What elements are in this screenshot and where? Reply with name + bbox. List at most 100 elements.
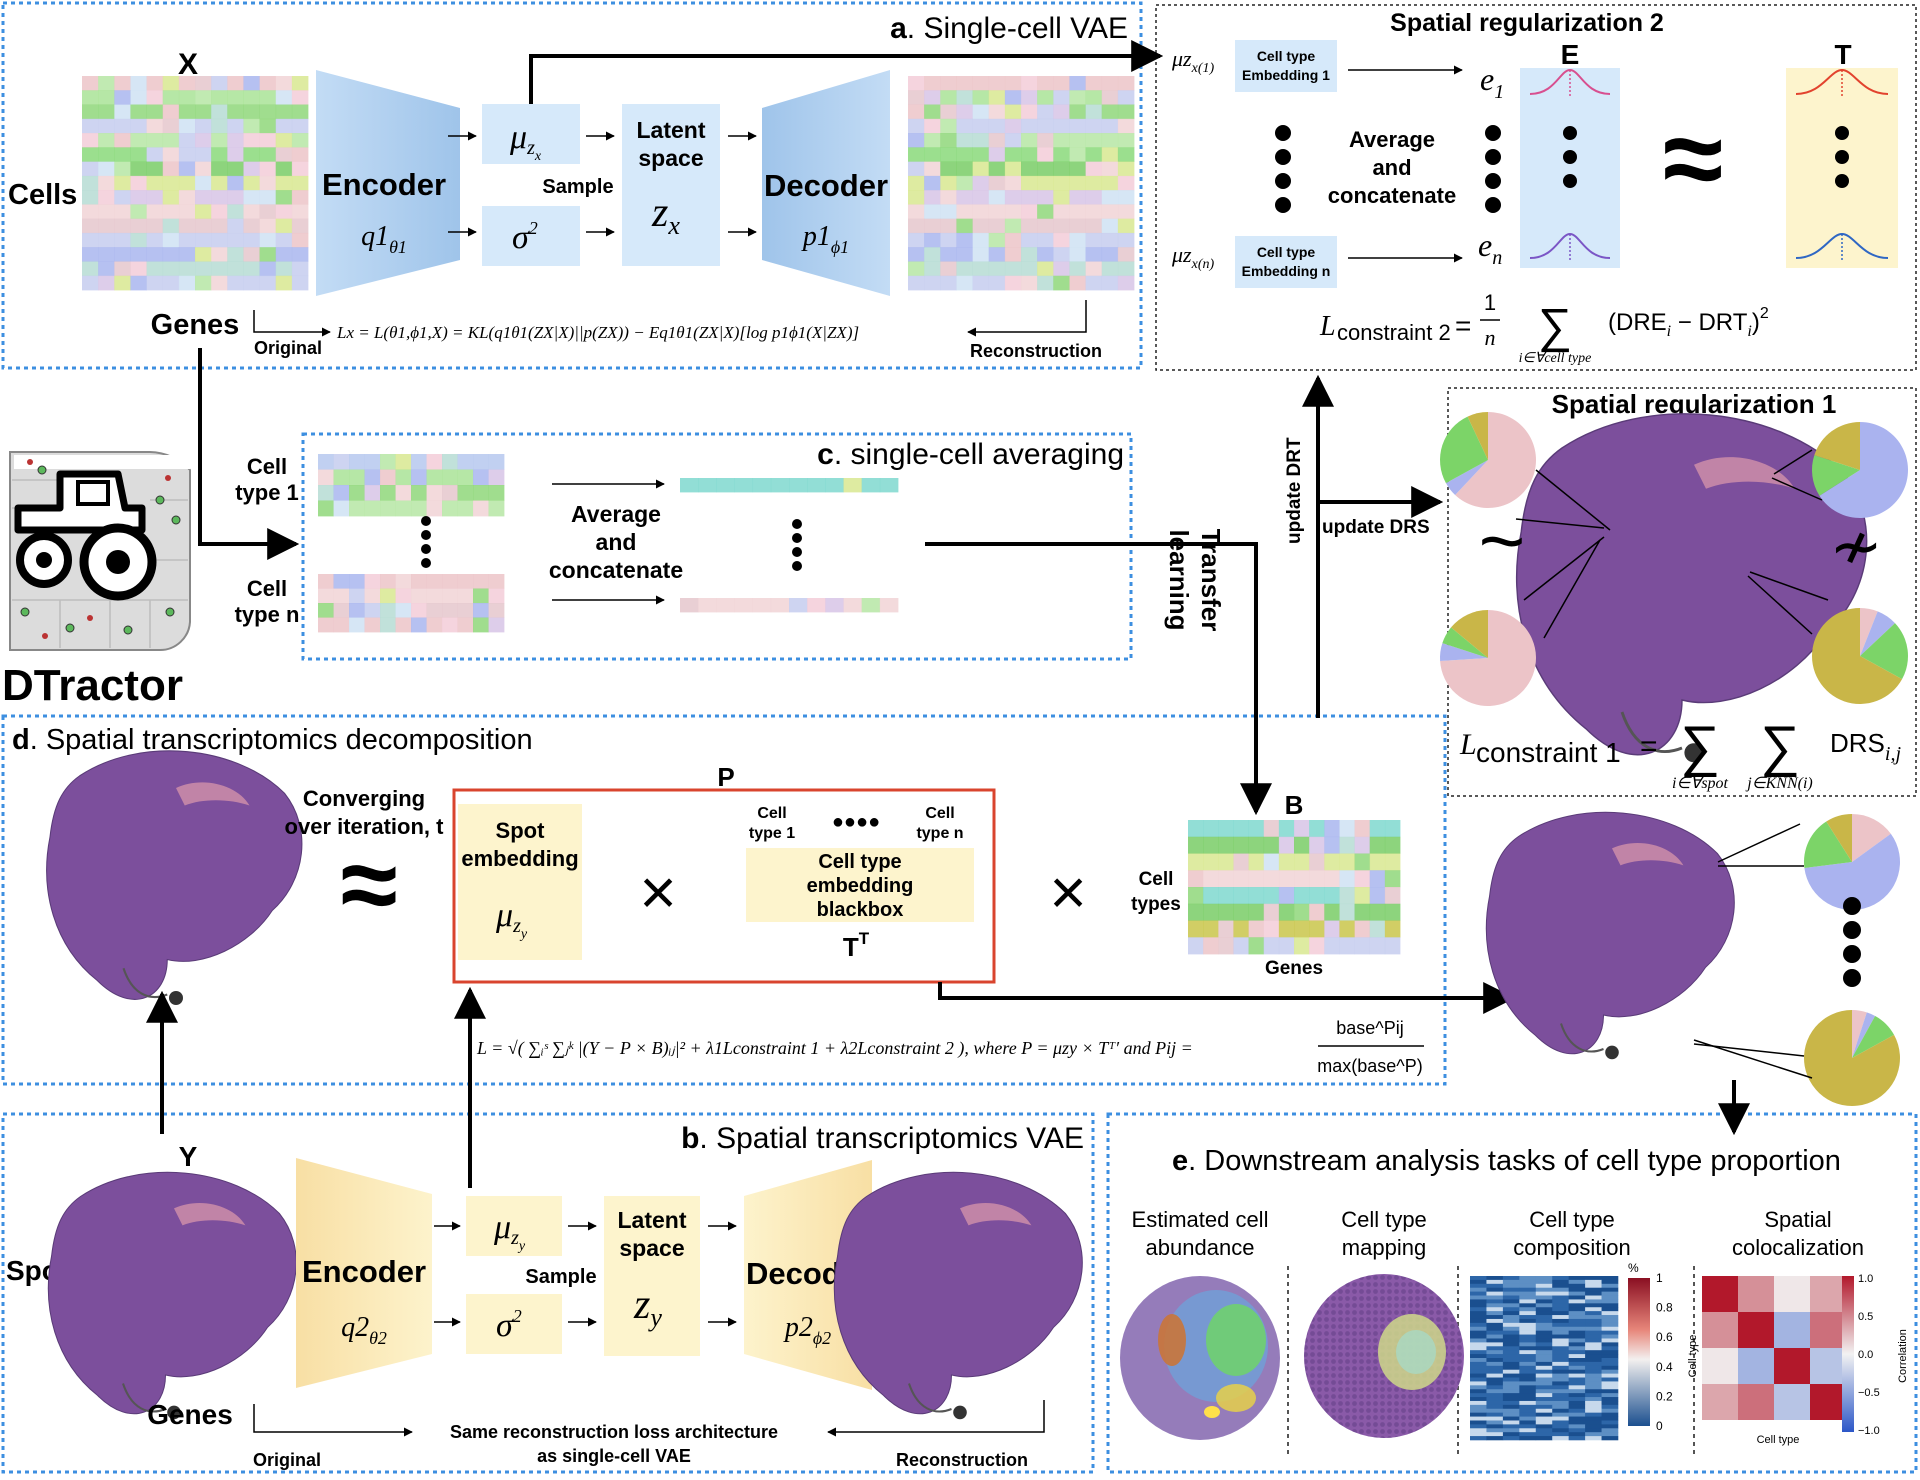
coloc-cell	[1738, 1312, 1774, 1348]
task3-l2: composition	[1513, 1235, 1630, 1260]
composition-tick: 1	[1656, 1271, 1663, 1285]
svg-text:L: L	[1319, 311, 1336, 342]
coloc-cell	[1738, 1384, 1774, 1420]
converging-l2: over iteration, t	[285, 814, 445, 839]
sigma-b: σ2	[496, 1306, 522, 1344]
colocalization-ticks: 1.0 0.5 0.0 −0.5 −1.0	[1858, 1273, 1880, 1437]
decoder-a	[762, 70, 890, 296]
original-arrow-a	[253, 310, 331, 337]
mu-a: μzx	[509, 119, 542, 164]
sr2-mun: μzx(n)	[1171, 242, 1214, 272]
task3-l1: Cell type	[1529, 1207, 1615, 1232]
c-vdots-left	[421, 516, 431, 568]
converging-l1: Converging	[303, 786, 425, 811]
composition-tick: 0	[1656, 1419, 1663, 1433]
svg-text:i∈∀cell type: i∈∀cell type	[1519, 351, 1592, 366]
svg-text:1: 1	[1484, 290, 1496, 315]
coloc-xlabel: Cell type	[1757, 1434, 1800, 1446]
task2-l2: mapping	[1342, 1235, 1426, 1260]
svg-text:j∈KNN(i): j∈KNN(i)	[1745, 775, 1813, 792]
coloc-cell	[1738, 1276, 1774, 1312]
genes-B: Genes	[1265, 958, 1323, 979]
celltypen-matrix	[318, 574, 505, 633]
ctn-l1: Cell	[925, 805, 954, 822]
svg-text:n: n	[1485, 325, 1496, 350]
arrow-mu-to-sr2	[529, 40, 1164, 104]
composition-unit: %	[1628, 1261, 1639, 1275]
latent-b-l2: space	[619, 1235, 684, 1261]
latent-b-var: zy	[633, 1282, 662, 1332]
coloc-tick: 0.0	[1858, 1349, 1873, 1361]
sr1-connectors	[1515, 449, 1829, 639]
spot-embedding-box	[458, 804, 582, 960]
TT-label: TT	[843, 929, 870, 962]
similar-sign: ~	[1479, 496, 1526, 585]
sr2-emb1-l1: Cell type	[1257, 48, 1316, 64]
tissue-section-sr1	[1515, 413, 1868, 763]
cells-genes-matrix	[82, 76, 309, 291]
sr2-T-dots	[1835, 126, 1849, 188]
mu-box-a	[482, 104, 580, 164]
sr2-en: en	[1478, 227, 1502, 269]
sample-a: Sample	[542, 176, 613, 198]
sr2-vdots-mid	[1485, 125, 1501, 213]
times-2: ×	[1049, 856, 1086, 928]
coloc-cell	[1810, 1276, 1846, 1312]
celltype-mapping-image	[1304, 1274, 1464, 1438]
celltypes-l1: Cell	[1139, 869, 1174, 890]
B-label: B	[1285, 790, 1304, 820]
coloc-tick: −0.5	[1858, 1387, 1880, 1399]
celltype-composition-heatmap	[1470, 1276, 1619, 1441]
composition-ticks: 1 0.8 0.6 0.4 0.2 0	[1656, 1271, 1673, 1433]
sr2-E: E	[1561, 39, 1580, 70]
decoder-b-fn: p2ϕ2	[783, 1312, 831, 1348]
sr2-vdots-left	[1275, 125, 1291, 213]
genes-label-a: Genes	[151, 309, 240, 341]
task4-l1: Spatial	[1764, 1207, 1831, 1232]
note-b-l1: Same reconstruction loss architecture	[450, 1422, 778, 1442]
sr2-op-l3: concatenate	[1328, 183, 1456, 208]
matrix-y-label: Y	[179, 1141, 198, 1172]
reconstruction-a: Reconstruction	[970, 341, 1102, 361]
avg-row-n	[680, 598, 899, 613]
panel-sr1-border	[1447, 387, 1917, 797]
original-arrow-b	[253, 1404, 413, 1437]
reconstruction-arrow-b	[827, 1400, 1045, 1437]
sr2-op-l2: and	[1372, 155, 1411, 180]
reconstruction-b: Reconstruction	[896, 1450, 1028, 1470]
sigma-a: σ2	[512, 218, 538, 256]
panel-c-border	[301, 432, 1133, 661]
panel-e-border	[1106, 1112, 1918, 1474]
sr2-emb1-box	[1235, 40, 1337, 92]
svg-text:L: L	[1459, 728, 1477, 761]
composition-tick: 0.6	[1656, 1330, 1673, 1344]
pie-chart-bl	[1439, 610, 1536, 707]
latent-b-l1: Latent	[618, 1207, 687, 1233]
encoder-a-label: Encoder	[322, 167, 446, 202]
coloc-cbar-label: Correlation	[1897, 1329, 1909, 1383]
pie-chart-output-bottom	[1803, 1010, 1900, 1107]
celltypen-l2: type n	[235, 602, 300, 627]
blackbox-l2: embedding	[807, 875, 914, 897]
c-vdots-right	[792, 519, 802, 571]
latent-a-var: zx	[651, 190, 680, 240]
sigma-box-a	[482, 206, 580, 266]
reconstruction-arrow-a	[967, 300, 1087, 337]
coloc-cell	[1702, 1312, 1738, 1348]
sr2-embn-l2: Embedding n	[1242, 263, 1331, 279]
arrow-c-to-B	[925, 542, 1272, 816]
decoder-a-fn: p1ϕ1	[801, 221, 849, 257]
svg-text:=: =	[1455, 310, 1471, 341]
encoder-b-fn: q2θ2	[341, 1312, 387, 1348]
svg-text:i∈∀spot: i∈∀spot	[1672, 775, 1729, 792]
pie-chart-tl	[1440, 412, 1536, 508]
ctn-l2: type n	[916, 825, 963, 842]
task4-l2: colocalization	[1732, 1235, 1864, 1260]
update-drt-label: update DRT	[1284, 437, 1305, 544]
sr2-approx: ≈	[1663, 97, 1723, 220]
composition-tick: 0.2	[1656, 1389, 1673, 1403]
P-box	[452, 788, 996, 984]
sr2-op-l1: Average	[1349, 127, 1435, 152]
reconstructed-matrix	[908, 76, 1135, 291]
sr1-loss: L constraint 1 = ∑ i∈∀spot ∑ j∈KNN(i) DR…	[1459, 714, 1901, 792]
